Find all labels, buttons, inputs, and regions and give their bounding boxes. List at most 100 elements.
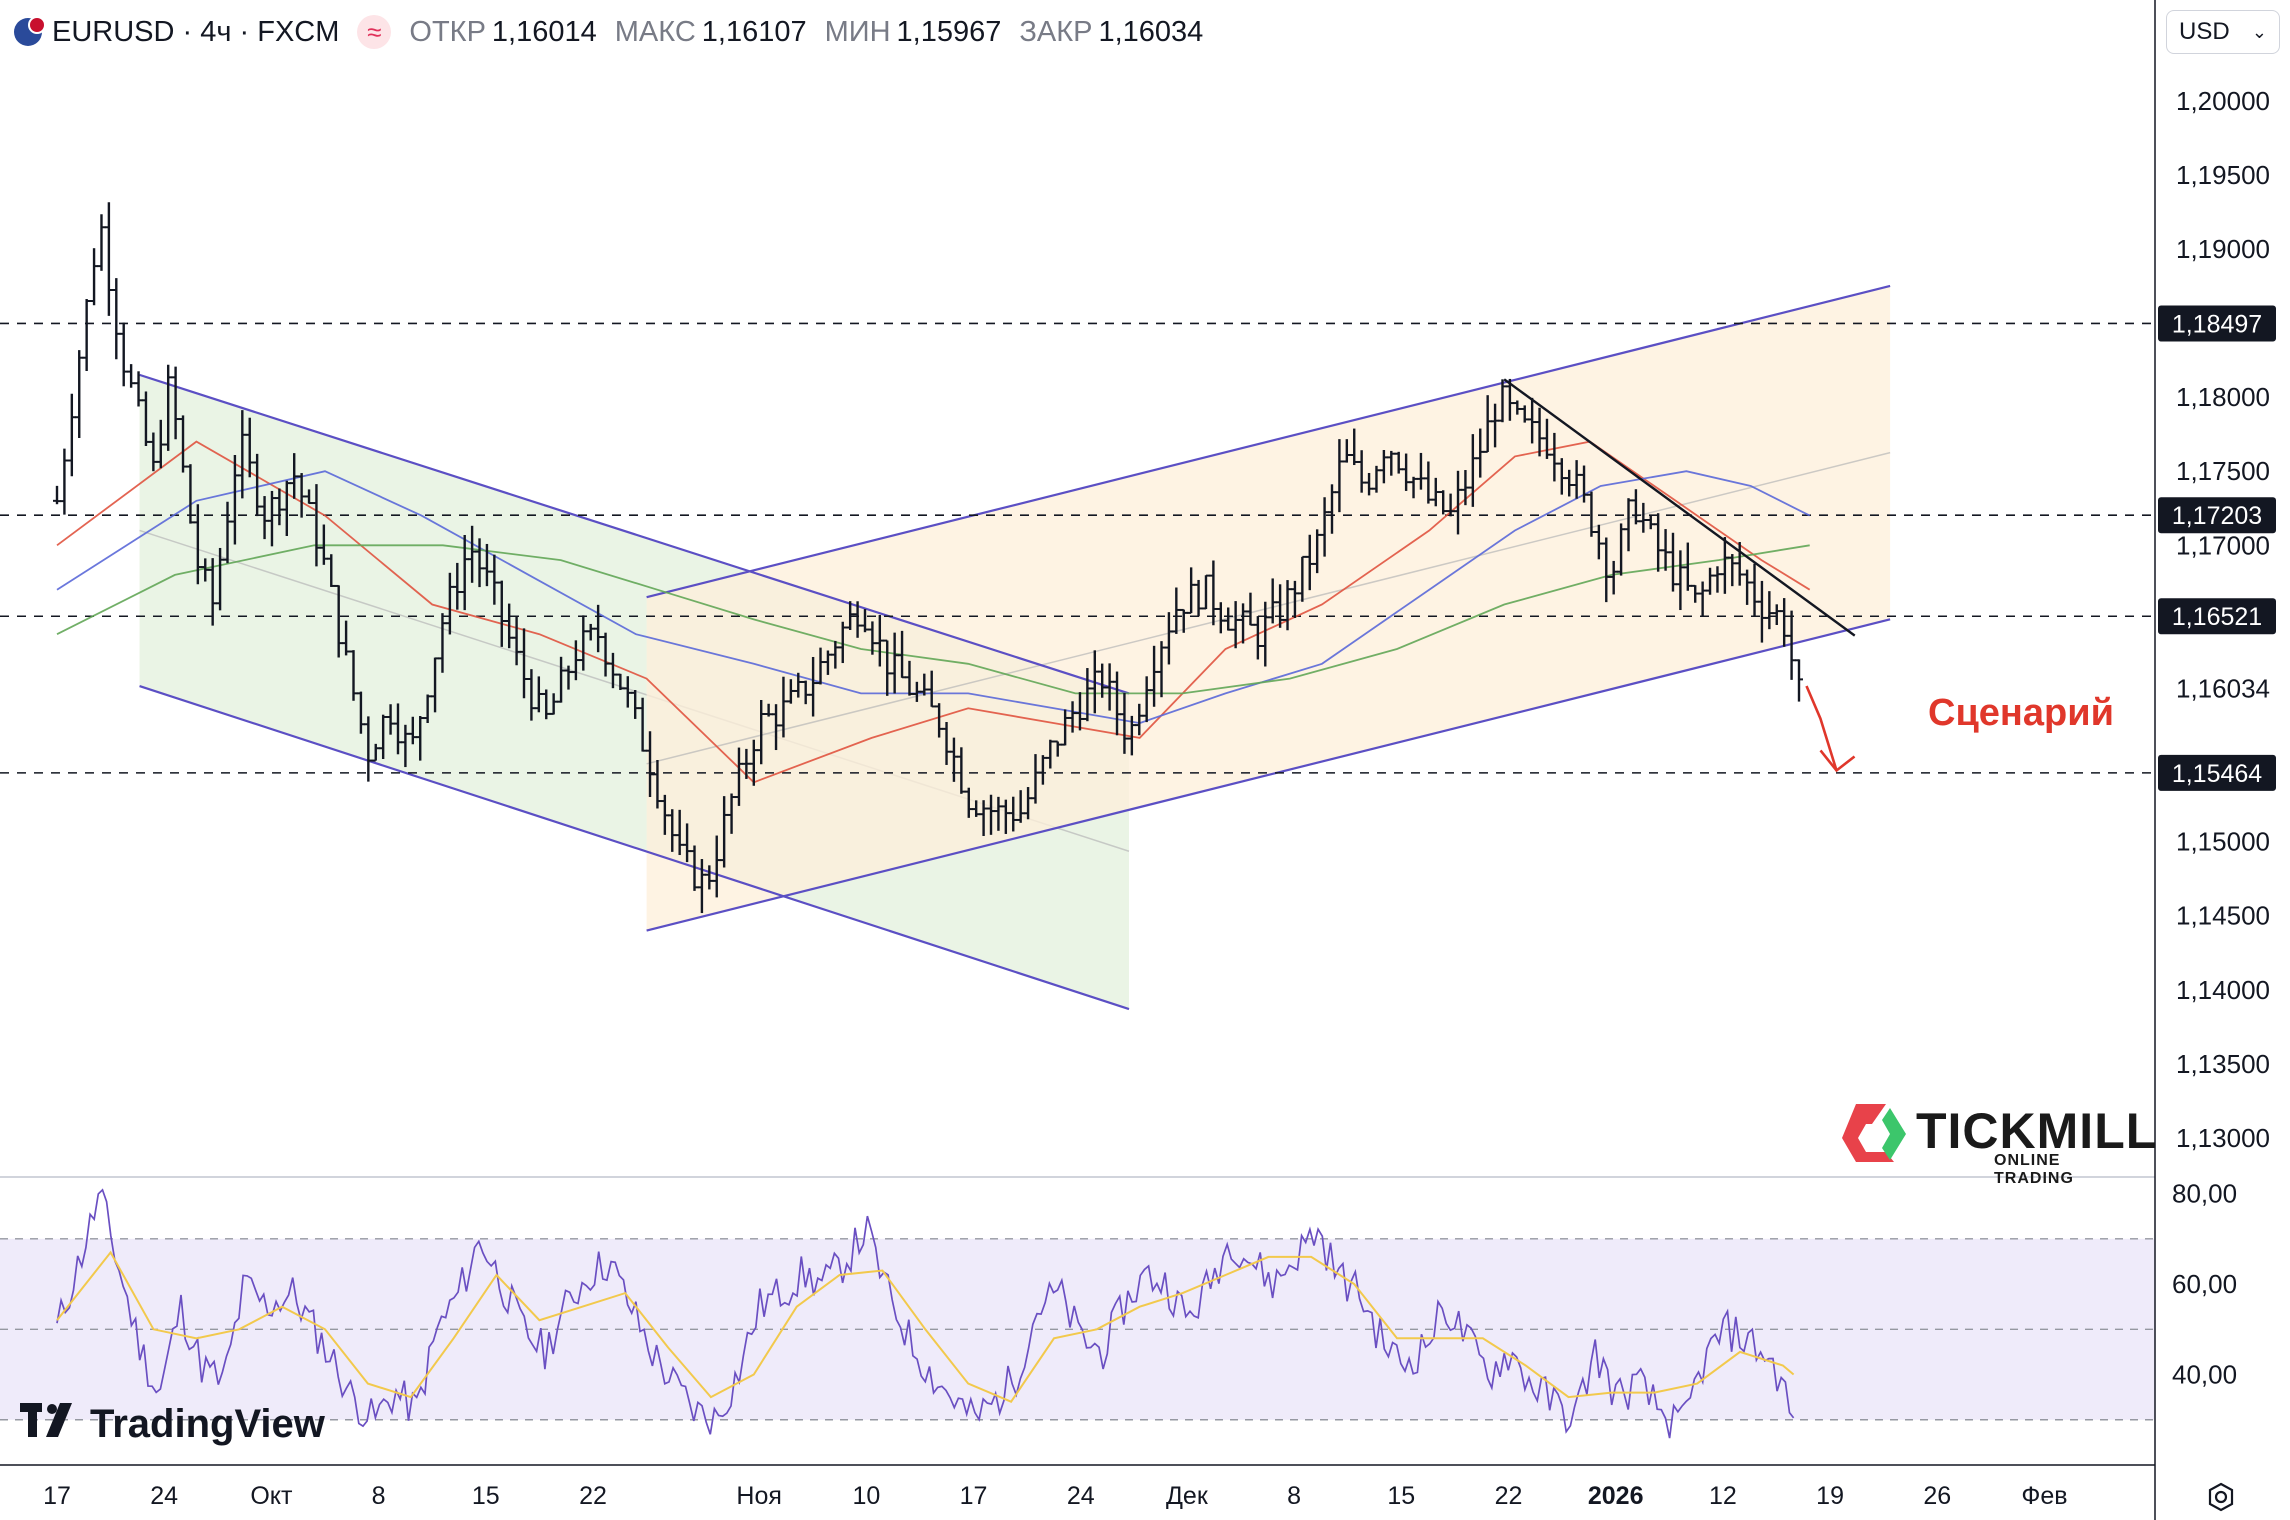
time-tick-label: Фев [2021, 1482, 2067, 1510]
ohlc-bar [1528, 397, 1537, 444]
open-label: ОТКР [409, 15, 486, 48]
ohlc-bar [1320, 497, 1329, 557]
ohlc-bar [823, 650, 832, 675]
source-icon[interactable]: ≈ [357, 15, 392, 49]
ohlc-bar [164, 364, 173, 451]
ohlc-bar [431, 657, 440, 713]
ohlc-bar [705, 865, 714, 890]
ohlc-bar [1142, 676, 1151, 723]
ohlc-bar [334, 584, 343, 658]
time-tick-label: 8 [1287, 1482, 1301, 1510]
ohlc-bar [216, 547, 225, 611]
channel-midline-orange [646, 451, 1891, 765]
price-tick-label: 1,16034 [2176, 673, 2270, 703]
ohlc-bar [1090, 650, 1099, 714]
time-tick-label: Окт [250, 1482, 293, 1510]
ohlc-bar [697, 859, 706, 914]
ohlc-bar [579, 615, 588, 671]
ohlc-bar [1157, 641, 1166, 698]
scenario-arrow [1805, 685, 1838, 771]
ohlc-bar [527, 669, 536, 721]
ohlc-bar [1231, 601, 1240, 649]
ohlc-bar [1053, 740, 1062, 757]
ohlc-bar [1780, 598, 1789, 647]
ohlc-bar [67, 393, 76, 477]
ohlc-bar [875, 614, 884, 667]
tickmill-logo-icon [1842, 1104, 1906, 1162]
ohlc-bar [794, 672, 803, 698]
ohlc-bar [1424, 461, 1433, 504]
scenario-arrow-head [1819, 749, 1856, 773]
ohlc-bar [1416, 452, 1425, 490]
ohlc-bar [1624, 498, 1633, 552]
ohlc-bar [1572, 460, 1581, 499]
low-value: 1,15967 [896, 15, 1002, 48]
level-badge-label: 1,17203 [2172, 502, 2262, 530]
tradingview-logo[interactable]: TradingView [20, 1402, 325, 1447]
settings-gear-icon[interactable] [2206, 1482, 2236, 1512]
time-tick-label: 2026 [1588, 1482, 1644, 1510]
ohlc-bar [1179, 608, 1188, 633]
ohlc-bar [1772, 604, 1781, 625]
time-tick-label: 10 [852, 1482, 880, 1510]
ohlc-bar [1194, 579, 1203, 617]
price-tick-label: 1,17500 [2176, 456, 2270, 486]
ohlc-bar [1468, 434, 1477, 507]
ohlc-bar [305, 489, 314, 505]
ohlc-bar [1357, 450, 1366, 493]
ohlc-bar [230, 454, 239, 545]
ohlc-bar [119, 322, 128, 387]
ohlc-bar [1172, 587, 1181, 634]
ohlc-bar [734, 747, 743, 806]
rsi-tick-label: 40,00 [2172, 1360, 2237, 1390]
level-badge [2158, 598, 2276, 635]
time-tick-label: 22 [579, 1482, 607, 1510]
ohlc-bar [82, 298, 91, 372]
price-tick-label: 1,18000 [2176, 382, 2270, 412]
currency-value: USD [2179, 18, 2230, 45]
ohlc-bar [571, 640, 580, 681]
time-tick-label: 15 [472, 1482, 500, 1510]
ohlc-bar [1476, 428, 1485, 478]
ohlc-bar [1691, 584, 1700, 603]
time-tick-label: Дек [1166, 1482, 1209, 1510]
low-label: МИН [824, 15, 891, 48]
ohlc-bar [364, 716, 373, 782]
ohlc-bar [386, 704, 395, 735]
ohlc-bar [683, 823, 692, 863]
symbol-title[interactable]: EURUSD · 4ч · FXCM [52, 15, 340, 48]
ohlc-bar [468, 525, 477, 583]
ohlc-bar [371, 743, 380, 762]
ohlc-bar [757, 699, 766, 765]
ohlc-bar [1431, 477, 1440, 507]
ohlc-bar [1001, 799, 1010, 834]
level-lines [0, 322, 2155, 774]
ohlc-bar [712, 835, 721, 898]
price-tick-label: 1,13500 [2176, 1049, 2270, 1079]
ohlc-bar [1038, 755, 1047, 785]
rsi-line [56, 1188, 1795, 1439]
ohlc-bar [1061, 709, 1070, 746]
ohlc-bar [616, 673, 625, 690]
ohlc-bar [623, 676, 632, 708]
ohlc-bar [1520, 405, 1529, 423]
ohlc-bar [957, 747, 966, 794]
close-label: ЗАКР [1019, 15, 1093, 48]
ohlc-bar [342, 620, 351, 656]
ohlc-bar [208, 558, 217, 626]
ohlc-bar [1268, 578, 1277, 624]
price-tick-label: 1,19500 [2176, 160, 2270, 190]
ohlc-bar [1276, 584, 1285, 628]
ohlc-bar [267, 490, 276, 547]
rsi-ma-line [56, 1250, 1795, 1403]
ohlc-bar [1513, 400, 1522, 415]
ohlc-bar [1342, 439, 1351, 463]
ohlc-bar [1757, 580, 1766, 643]
ohlc-bar [1706, 567, 1715, 595]
close-value: 1,16034 [1098, 15, 1204, 48]
currency-select[interactable]: USD ⌄ [2166, 10, 2280, 54]
level-badge-label: 1,16521 [2172, 603, 2262, 631]
ohlc-bar [1676, 550, 1685, 611]
moving-average-blue [56, 470, 1811, 725]
